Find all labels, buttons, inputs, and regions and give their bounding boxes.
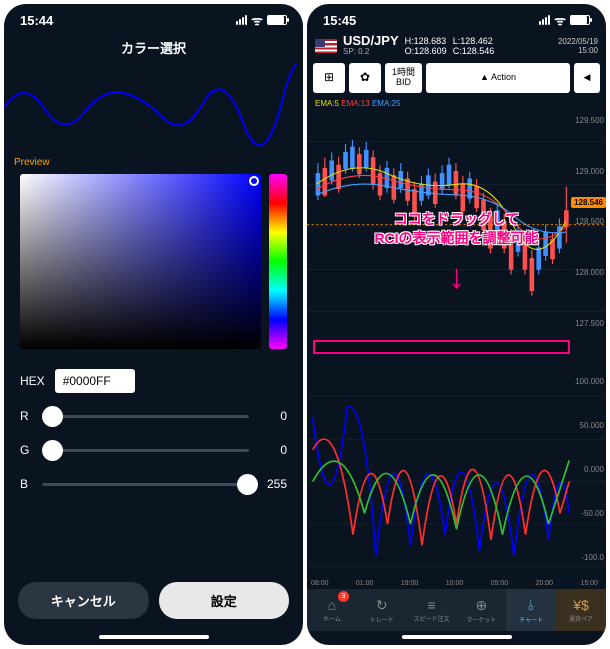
flag-icon [315,39,337,53]
preview-wave [4,63,303,153]
battery-icon [267,15,287,25]
slider-g[interactable] [42,449,249,452]
slider-value-r: 0 [259,409,287,423]
slider-r[interactable] [42,415,249,418]
status-icons: ᯤ [539,11,590,29]
open-price: O:128.609 [405,46,447,56]
chart-area[interactable]: 129.500129.000128.500128.000127.500 128.… [307,110,606,577]
nav-スピード注文[interactable]: ≡ スピード注文 [407,589,457,631]
annotation-arrow-icon: ↓ [448,258,465,297]
nav-トレード[interactable]: ↻ トレード [357,589,407,631]
nav-通貨ペア[interactable]: ¥$ 通貨ペア [556,589,606,631]
battery-icon [570,15,590,25]
hue-slider[interactable] [269,174,287,349]
nav-icon: ≡ [427,597,435,613]
nav-icon: ⊕ [476,597,488,614]
signal-icon [236,15,247,25]
nav-icon: ↻ [376,597,388,614]
home-indicator[interactable] [402,635,512,639]
ok-button[interactable]: 設定 [159,582,290,619]
x-axis: 08:0001:0019:0010:0005:0020:0015:00 [307,577,606,589]
rci-resize-handle[interactable] [313,340,570,354]
status-icons: ᯤ [236,11,287,29]
y-axis-rci: 100.00050.0000.000-50.00-100.0 [575,371,604,567]
hex-input[interactable] [55,369,135,393]
status-time: 15:44 [20,13,53,28]
layout-button[interactable]: ⊞ [313,63,345,93]
status-bar: 15:45 ᯤ [307,4,606,32]
nav-マーケット[interactable]: ⊕ マーケット [456,589,506,631]
signal-icon [539,15,550,25]
nav-icon: ¥$ [573,597,589,613]
close-price: C:128.546 [453,46,495,56]
action-button[interactable]: ▲ Action [426,63,570,93]
fx-header: USD/JPY SP: 0.2 H:128.683 L:128.462 O:12… [307,32,606,59]
date: 2022/05/1915:00 [558,37,598,55]
preview-label: Preview [4,153,303,170]
slider-label-g: G [20,443,32,457]
slider-label-b: B [20,477,32,491]
rci-chart [313,406,569,555]
chart-screen: 15:45 ᯤ USD/JPY SP: 0.2 H:128.683 L:128.… [307,4,606,645]
screen-title: カラー選択 [4,32,303,63]
hex-label: HEX [20,374,45,388]
spread: SP: 0.2 [343,48,399,57]
nav-icon: ⌂ [328,597,336,613]
high-price: H:128.683 [405,36,447,46]
wifi-icon: ᯤ [251,11,263,29]
settings-button[interactable]: ✿ [349,63,381,93]
slider-value-b: 255 [259,477,287,491]
annotation-text: ココをドラッグして RCIの表示範囲を調整可能 [307,210,606,249]
home-indicator[interactable] [99,635,209,639]
slider-value-g: 0 [259,443,287,457]
current-price-tag: 128.546 [571,197,606,208]
nav-チャート[interactable]: ⫰ チャート [506,589,556,631]
back-button[interactable]: ◀ [574,63,600,93]
slider-b[interactable] [42,483,249,486]
color-picker-screen: 15:44 ᯤ カラー選択 Preview HEX R 0 G 0 B [4,4,303,645]
bottom-nav: 3 ⌂ ホーム ↻ トレード ≡ スピード注文 ⊕ マーケット ⫰ チャート ¥… [307,589,606,631]
status-time: 15:45 [323,13,356,28]
toolbar: ⊞ ✿ 1時間BID ▲ Action ◀ [307,59,606,97]
ema-legend: EMA:5 EMA:13 EMA:25 [307,97,606,110]
timeframe-button[interactable]: 1時間BID [385,63,422,93]
currency-pair[interactable]: USD/JPY [343,34,399,48]
slider-label-r: R [20,409,32,423]
saturation-value-picker[interactable] [20,174,261,349]
cancel-button[interactable]: キャンセル [18,582,149,619]
low-price: L:128.462 [453,36,495,46]
status-bar: 15:44 ᯤ [4,4,303,32]
wifi-icon: ᯤ [554,11,566,29]
nav-icon: ⫰ [528,597,534,614]
nav-ホーム[interactable]: 3 ⌂ ホーム [307,589,357,631]
